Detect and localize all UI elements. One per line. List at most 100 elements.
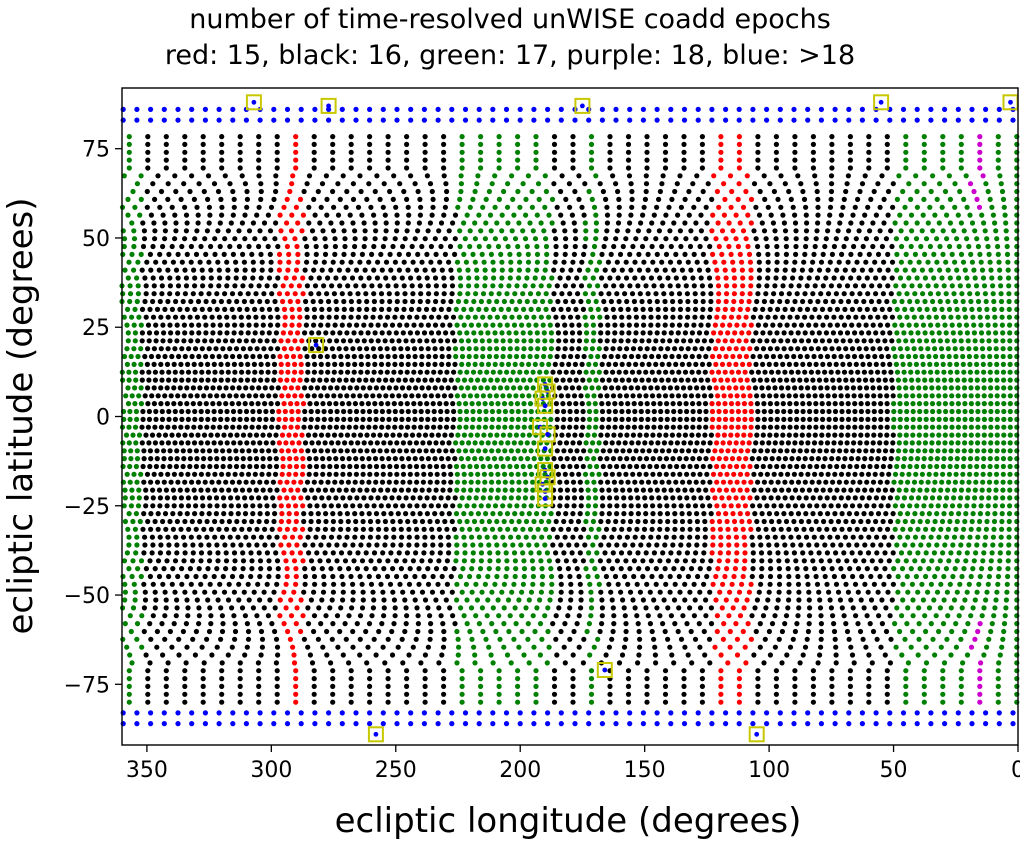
data-point <box>805 628 812 635</box>
data-point <box>289 440 295 446</box>
data-point <box>1000 338 1006 344</box>
data-point <box>820 416 826 422</box>
data-point <box>840 361 846 367</box>
data-point <box>514 463 520 470</box>
data-point <box>516 644 522 650</box>
data-point <box>412 456 418 462</box>
data-point <box>439 652 445 658</box>
data-point <box>428 628 434 635</box>
data-point <box>500 503 506 509</box>
data-point <box>972 487 978 493</box>
data-point <box>999 510 1005 517</box>
data-point <box>478 668 484 674</box>
data-point <box>201 432 208 438</box>
data-point <box>919 581 925 587</box>
data-point <box>850 534 856 540</box>
data-point <box>633 448 639 454</box>
data-point <box>368 558 374 564</box>
data-point <box>878 503 884 509</box>
data-point <box>677 408 683 415</box>
data-point <box>396 550 402 556</box>
data-point <box>150 581 156 587</box>
data-point <box>256 691 262 697</box>
data-point <box>265 613 271 619</box>
data-point <box>923 432 929 438</box>
data-point <box>208 526 214 532</box>
data-point <box>928 456 934 462</box>
data-point <box>448 432 454 438</box>
data-point <box>262 526 268 532</box>
data-point <box>734 542 740 548</box>
data-point <box>580 660 587 666</box>
data-point <box>353 471 359 477</box>
data-point <box>153 463 159 470</box>
data-point <box>698 377 704 383</box>
data-point <box>302 487 308 493</box>
data-point <box>845 471 851 477</box>
data-point <box>873 495 880 501</box>
data-point <box>884 683 890 690</box>
data-point <box>331 369 337 375</box>
data-point <box>659 377 665 383</box>
data-point <box>950 542 956 548</box>
data-point <box>679 526 686 532</box>
data-point <box>715 401 722 407</box>
data-point <box>223 558 230 564</box>
data-point <box>709 369 715 375</box>
data-point <box>378 353 384 360</box>
data-point <box>854 338 860 344</box>
data-point <box>751 652 757 658</box>
data-point <box>595 636 601 642</box>
data-point <box>441 699 447 705</box>
data-point <box>323 377 329 383</box>
data-point <box>214 503 220 509</box>
data-point <box>322 526 328 532</box>
data-point <box>734 463 740 470</box>
data-point <box>557 503 563 509</box>
data-point <box>377 346 383 352</box>
data-point <box>827 597 833 603</box>
data-point <box>760 463 766 470</box>
data-point <box>523 479 529 485</box>
data-point <box>526 597 532 603</box>
data-point <box>848 644 854 650</box>
data-point <box>120 636 126 642</box>
data-point <box>260 456 266 462</box>
data-point <box>901 495 908 501</box>
data-point <box>424 495 430 501</box>
data-point <box>887 613 893 619</box>
data-point <box>473 495 479 501</box>
data-point <box>947 369 954 375</box>
data-point <box>269 526 275 532</box>
data-point <box>735 408 742 415</box>
data-point <box>281 589 287 595</box>
data-point <box>502 448 508 454</box>
data-point <box>259 471 265 477</box>
data-point <box>660 463 666 470</box>
data-point <box>637 644 643 650</box>
data-point <box>448 393 454 399</box>
data-point <box>656 393 662 399</box>
data-point <box>511 636 517 642</box>
data-point <box>820 408 826 415</box>
data-point <box>645 416 651 422</box>
data-point <box>460 463 466 470</box>
data-point <box>849 377 856 383</box>
data-point <box>683 424 689 430</box>
data-point <box>321 416 327 422</box>
data-point <box>903 393 909 399</box>
data-point <box>258 534 264 540</box>
data-point <box>771 448 777 454</box>
data-point <box>716 456 722 462</box>
data-point <box>611 526 617 532</box>
data-point <box>686 510 692 517</box>
data-point <box>383 393 389 399</box>
data-point <box>299 471 306 477</box>
data-point <box>897 408 903 415</box>
data-point <box>292 393 298 399</box>
data-point <box>974 589 980 595</box>
data-point <box>391 526 397 532</box>
data-point <box>550 542 556 548</box>
data-point <box>981 385 987 391</box>
data-point <box>520 463 526 470</box>
